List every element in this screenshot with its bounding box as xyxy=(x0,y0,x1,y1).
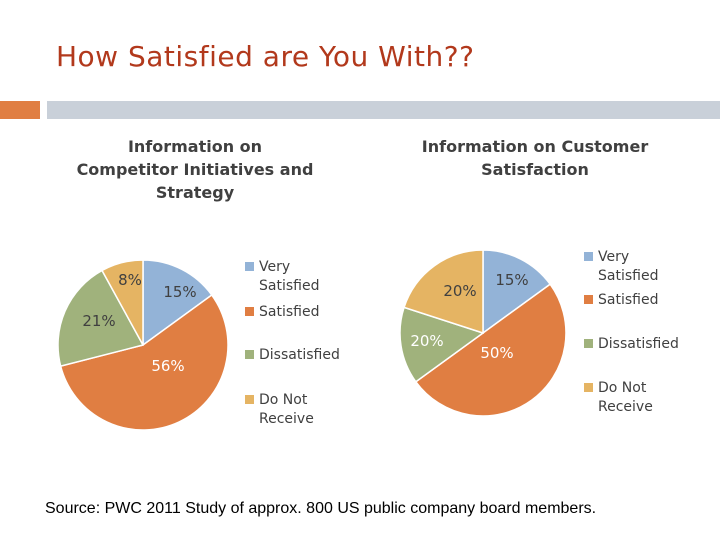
chart2-data-label-1: 50% xyxy=(480,344,513,362)
chart2-legend: Very Satisfied Satisfied Dissatisfied Do No… xyxy=(584,248,704,428)
chart2-legend-swatch-1 xyxy=(584,295,593,304)
chart2-slice-3 xyxy=(403,249,484,335)
chart2-title: Information on Customer Satisfaction xyxy=(421,137,649,179)
chart2-data-label-0: 15% xyxy=(495,271,528,289)
chart1-data-label-3: 8% xyxy=(118,271,142,289)
chart1-data-label-2: 21% xyxy=(82,312,115,330)
accent-bar-orange xyxy=(0,101,40,119)
chart1-slice-2 xyxy=(57,269,145,368)
chart2-slice-0 xyxy=(482,249,552,335)
chart2-data-label-3: 20% xyxy=(443,282,476,300)
chart2-legend-label-0: Very Satisfied xyxy=(598,249,659,284)
chart1-legend-swatch-1 xyxy=(245,307,254,316)
slide-title: How Satisfied are You With?? xyxy=(56,40,475,73)
chart2-legend-swatch-0 xyxy=(584,252,593,261)
chart2-legend-label-3: Do Not Receive xyxy=(598,380,653,415)
chart2-legend-swatch-2 xyxy=(584,339,593,348)
chart2-data-label-2: 20% xyxy=(410,332,443,350)
accent-bar-gray xyxy=(47,101,720,119)
chart2-legend-label-2: Dissatisfied xyxy=(598,336,679,352)
chart1-slice-3 xyxy=(101,259,144,346)
chart1-data-label-1: 56% xyxy=(151,357,184,375)
chart2-slice-2 xyxy=(399,306,485,383)
chart1-legend-label-3: Do Not Receive xyxy=(259,392,314,427)
chart1-legend: Very Satisfied Satisfied Dissatisfied Do No… xyxy=(245,258,365,438)
chart1-title: Information on Competitor Initiatives an… xyxy=(76,137,314,202)
chart1-legend-label-2: Dissatisfied xyxy=(259,347,340,363)
chart2-slice-1 xyxy=(414,283,567,417)
chart1-legend-label-0: Very Satisfied xyxy=(259,259,320,294)
chart1-legend-label-1: Satisfied xyxy=(259,304,320,320)
source-note: Source: PWC 2011 Study of approx. 800 US… xyxy=(45,500,597,517)
chart1-data-label-0: 15% xyxy=(163,283,196,301)
chart1-slice-1 xyxy=(59,293,229,431)
chart1-slice-0 xyxy=(142,259,213,347)
chart1-legend-swatch-3 xyxy=(245,395,254,404)
chart1-legend-swatch-2 xyxy=(245,350,254,359)
chart2-legend-swatch-3 xyxy=(584,383,593,392)
chart1-legend-swatch-0 xyxy=(245,262,254,271)
chart2-legend-label-1: Satisfied xyxy=(598,292,659,308)
